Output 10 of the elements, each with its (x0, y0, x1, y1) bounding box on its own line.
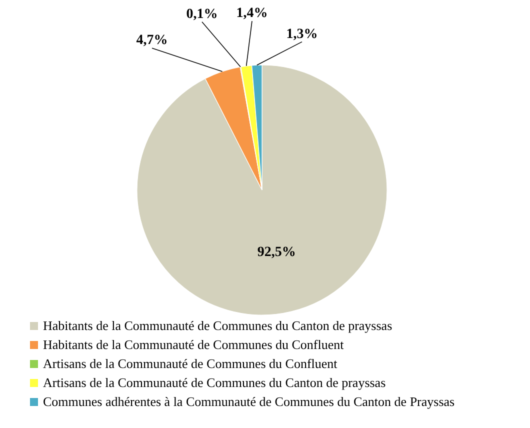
legend-label: Habitants de la Communauté de Communes du Confluent (43, 337, 344, 352)
data-label: 1,3% (286, 26, 318, 42)
data-label: 92,5% (257, 244, 296, 260)
legend-label: Communes adhérentes à la Communauté de Communes du Canton de Prayssas (43, 394, 455, 409)
data-label: 4,7% (136, 33, 168, 48)
data-label: 0,1% (186, 6, 218, 22)
data-label: 1,4% (236, 6, 268, 22)
legend-label: Artisans de la Communauté de Communes du Canton de prayssas (43, 375, 386, 390)
legend-label: Artisans de la Communauté de Communes du Confluent (43, 356, 338, 371)
legend-label: Habitants de la Communauté de Communes du Canton de prayssas (43, 318, 392, 333)
